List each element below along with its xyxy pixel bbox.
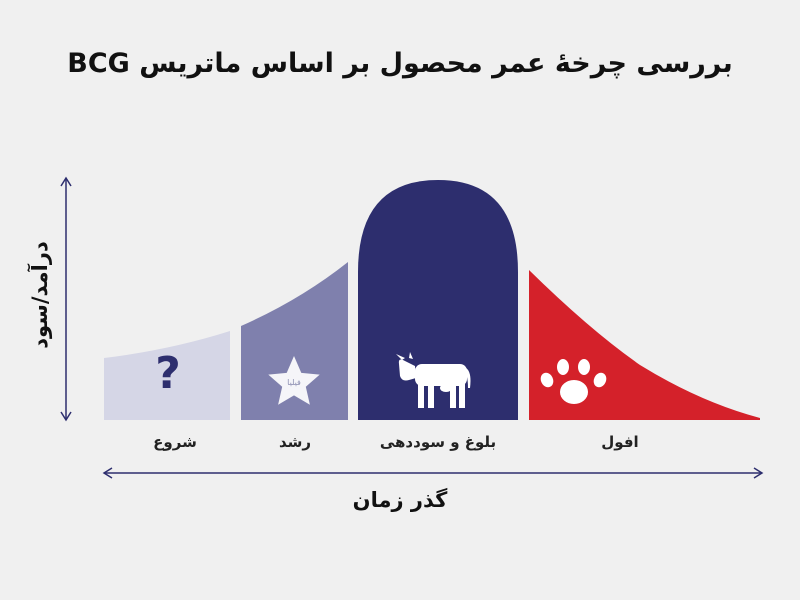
paw-icon [540, 359, 607, 404]
watermark-logo: فیلیا [287, 378, 301, 387]
y-axis-label: درآمد/سود [28, 241, 52, 349]
y-axis [60, 176, 72, 422]
x-axis-label: گذر زمان [352, 488, 448, 512]
stage-label-decline: افول [601, 433, 639, 451]
stage-label-maturity: بلوغ و سوددهی [379, 433, 497, 451]
stage-maturity-shape [358, 180, 518, 420]
star-icon [268, 356, 320, 405]
stage-label-growth: رشد [278, 433, 312, 451]
stage-growth-shape [241, 262, 348, 420]
x-axis [102, 467, 764, 479]
question-mark-icon: ? [155, 348, 181, 399]
stage-label-intro: شروع [153, 433, 197, 451]
stage-intro-shape [104, 331, 230, 420]
stage-decline-shape [529, 270, 760, 420]
diagram-title: بررسی چرخهٔ عمر محصول بر اساس ماتریس BCG [67, 48, 733, 79]
cow-icon [396, 352, 471, 408]
